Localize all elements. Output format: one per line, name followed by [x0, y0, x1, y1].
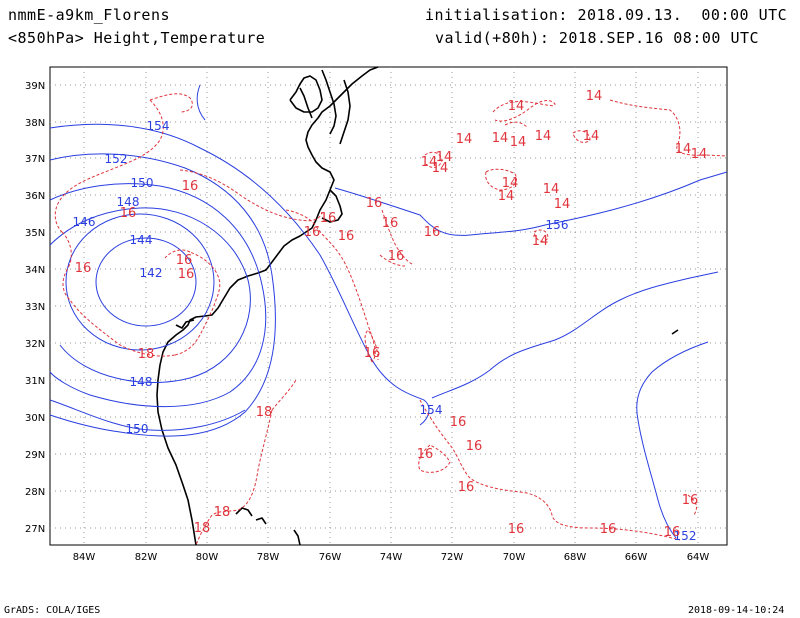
height-label: 154 [420, 403, 443, 417]
temperature-label: 14 [532, 234, 549, 249]
temperature-label: 16 [178, 267, 195, 282]
height-label: 150 [131, 176, 154, 190]
lon-label: 82W [135, 552, 158, 563]
lon-label: 84W [73, 552, 96, 563]
lat-label: 29N [25, 450, 45, 461]
lat-label: 35N [25, 228, 45, 239]
lat-label: 37N [25, 154, 45, 165]
lat-label: 30N [25, 413, 45, 424]
temperature-label: 16 [424, 225, 441, 240]
temperature-label: 14 [432, 161, 449, 176]
temperature-label: 16 [338, 229, 355, 244]
lat-label: 34N [25, 265, 45, 276]
lon-label: 70W [503, 552, 526, 563]
temperature-label: 14 [675, 142, 692, 157]
temperature-label: 14 [535, 129, 552, 144]
height-label: 154 [147, 119, 170, 133]
temperature-label: 16 [508, 522, 525, 537]
height-contours [49, 84, 728, 539]
height-label: 146 [73, 215, 96, 229]
lat-label: 38N [25, 118, 45, 129]
temperature-label: 16 [366, 196, 383, 211]
temperature-label: 14 [436, 150, 453, 165]
temperature-label: 14 [543, 182, 560, 197]
lat-label: 32N [25, 339, 45, 350]
level-fields: <850hPa> Height,Temperature [8, 29, 266, 47]
temperature-contours [54, 93, 728, 546]
lon-label: 68W [564, 552, 587, 563]
height-label: 150 [126, 422, 149, 436]
lat-label: 36N [25, 191, 45, 202]
temperature-label: 16 [600, 522, 617, 537]
height-label: 156 [546, 218, 569, 232]
height-label: 142 [140, 266, 163, 280]
temperature-label: 16 [417, 447, 434, 462]
height-label: 152 [105, 152, 128, 166]
temperature-label: 16 [382, 216, 399, 231]
lon-label: 64W [687, 552, 710, 563]
temperature-label: 14 [554, 197, 571, 212]
temperature-label: 18 [194, 521, 211, 536]
temperature-label: 14 [421, 155, 438, 170]
temperature-label: 16 [75, 261, 92, 276]
lon-label: 72W [441, 552, 464, 563]
temperature-label: 14 [583, 129, 600, 144]
temperature-label: 14 [502, 176, 519, 191]
lat-label: 31N [25, 376, 45, 387]
temperature-label: 16 [304, 225, 321, 240]
temperature-label: 16 [176, 253, 193, 268]
software-credit: GrADS: COLA/IGES [4, 605, 101, 616]
render-timestamp: 2018-09-14-10:24 [688, 605, 785, 616]
temperature-label: 16 [120, 206, 137, 221]
lat-label: 39N [25, 81, 45, 92]
lat-label: 27N [25, 524, 45, 535]
height-label: 152 [674, 529, 697, 543]
temperature-label: 16 [682, 493, 699, 508]
lon-label: 78W [257, 552, 280, 563]
lat-label: 28N [25, 487, 45, 498]
lon-label: 74W [380, 552, 403, 563]
latitude-axis: 39N 38N 37N 36N 35N 34N 33N 32N 31N 30N … [25, 81, 45, 535]
temperature-label: 16 [664, 525, 681, 540]
temperature-label: 18 [138, 347, 155, 362]
lon-label: 66W [625, 552, 648, 563]
coastline [156, 66, 679, 546]
temperature-label: 14 [691, 147, 708, 162]
temperature-label: 14 [586, 89, 603, 104]
lon-label: 76W [319, 552, 342, 563]
height-label: 148 [117, 195, 140, 209]
temperature-label: 18 [256, 405, 273, 420]
temperature-label: 16 [320, 211, 337, 226]
initialisation-time: initialisation: 2018.09.13. 00:00 UTC [425, 6, 788, 24]
grid [50, 67, 727, 545]
height-labels: 154 152 150 148 146 144 142 148 150 154 … [73, 119, 697, 543]
lat-label: 33N [25, 302, 45, 313]
temperature-label: 14 [456, 132, 473, 147]
temperature-label: 16 [458, 480, 475, 495]
temperature-label: 18 [214, 505, 231, 520]
temperature-label: 16 [388, 249, 405, 264]
temperature-label: 14 [498, 189, 515, 204]
height-label: 144 [130, 233, 153, 247]
temperature-label: 14 [508, 99, 525, 114]
temperature-label: 16 [466, 439, 483, 454]
temperature-label: 14 [492, 131, 509, 146]
temperature-label: 16 [450, 415, 467, 430]
temperature-labels: 16 16 16 16 16 16 16 16 18 18 16 16 16 1… [75, 89, 708, 537]
height-label: 148 [130, 375, 153, 389]
temperature-label: 14 [510, 135, 527, 150]
lon-label: 80W [196, 552, 219, 563]
valid-time: valid(+80h): 2018.SEP.16 08:00 UTC [435, 29, 760, 47]
temperature-label: 16 [182, 179, 199, 194]
temperature-label: 16 [364, 346, 381, 361]
model-title: nmmE-a9km_Florens [8, 6, 171, 24]
longitude-axis: 84W 82W 80W 78W 76W 74W 72W 70W 68W 66W … [73, 552, 710, 563]
